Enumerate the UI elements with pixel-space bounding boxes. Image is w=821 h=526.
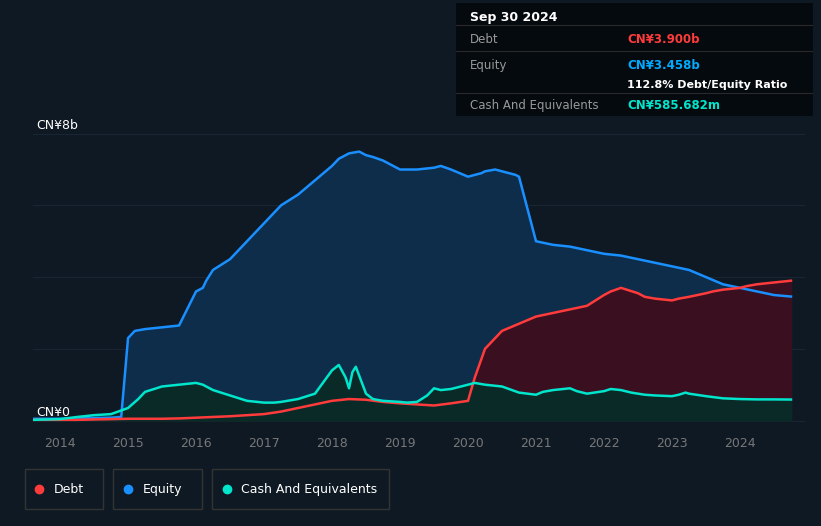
Text: Cash And Equivalents: Cash And Equivalents	[470, 99, 599, 112]
Text: CN¥3.458b: CN¥3.458b	[627, 59, 699, 72]
Text: Equity: Equity	[143, 483, 182, 495]
Bar	[212, 469, 389, 509]
Text: CN¥3.900b: CN¥3.900b	[627, 33, 699, 46]
Text: Equity: Equity	[470, 59, 507, 72]
Text: Sep 30 2024: Sep 30 2024	[470, 11, 557, 24]
Text: 112.8% Debt/Equity Ratio: 112.8% Debt/Equity Ratio	[627, 79, 787, 89]
Text: CN¥0: CN¥0	[37, 406, 71, 419]
Text: Debt: Debt	[54, 483, 85, 495]
Text: CN¥585.682m: CN¥585.682m	[627, 99, 720, 112]
Bar	[25, 469, 103, 509]
Text: Cash And Equivalents: Cash And Equivalents	[241, 483, 378, 495]
Text: Debt: Debt	[470, 33, 498, 46]
Bar	[113, 469, 202, 509]
Text: CN¥8b: CN¥8b	[37, 119, 79, 132]
